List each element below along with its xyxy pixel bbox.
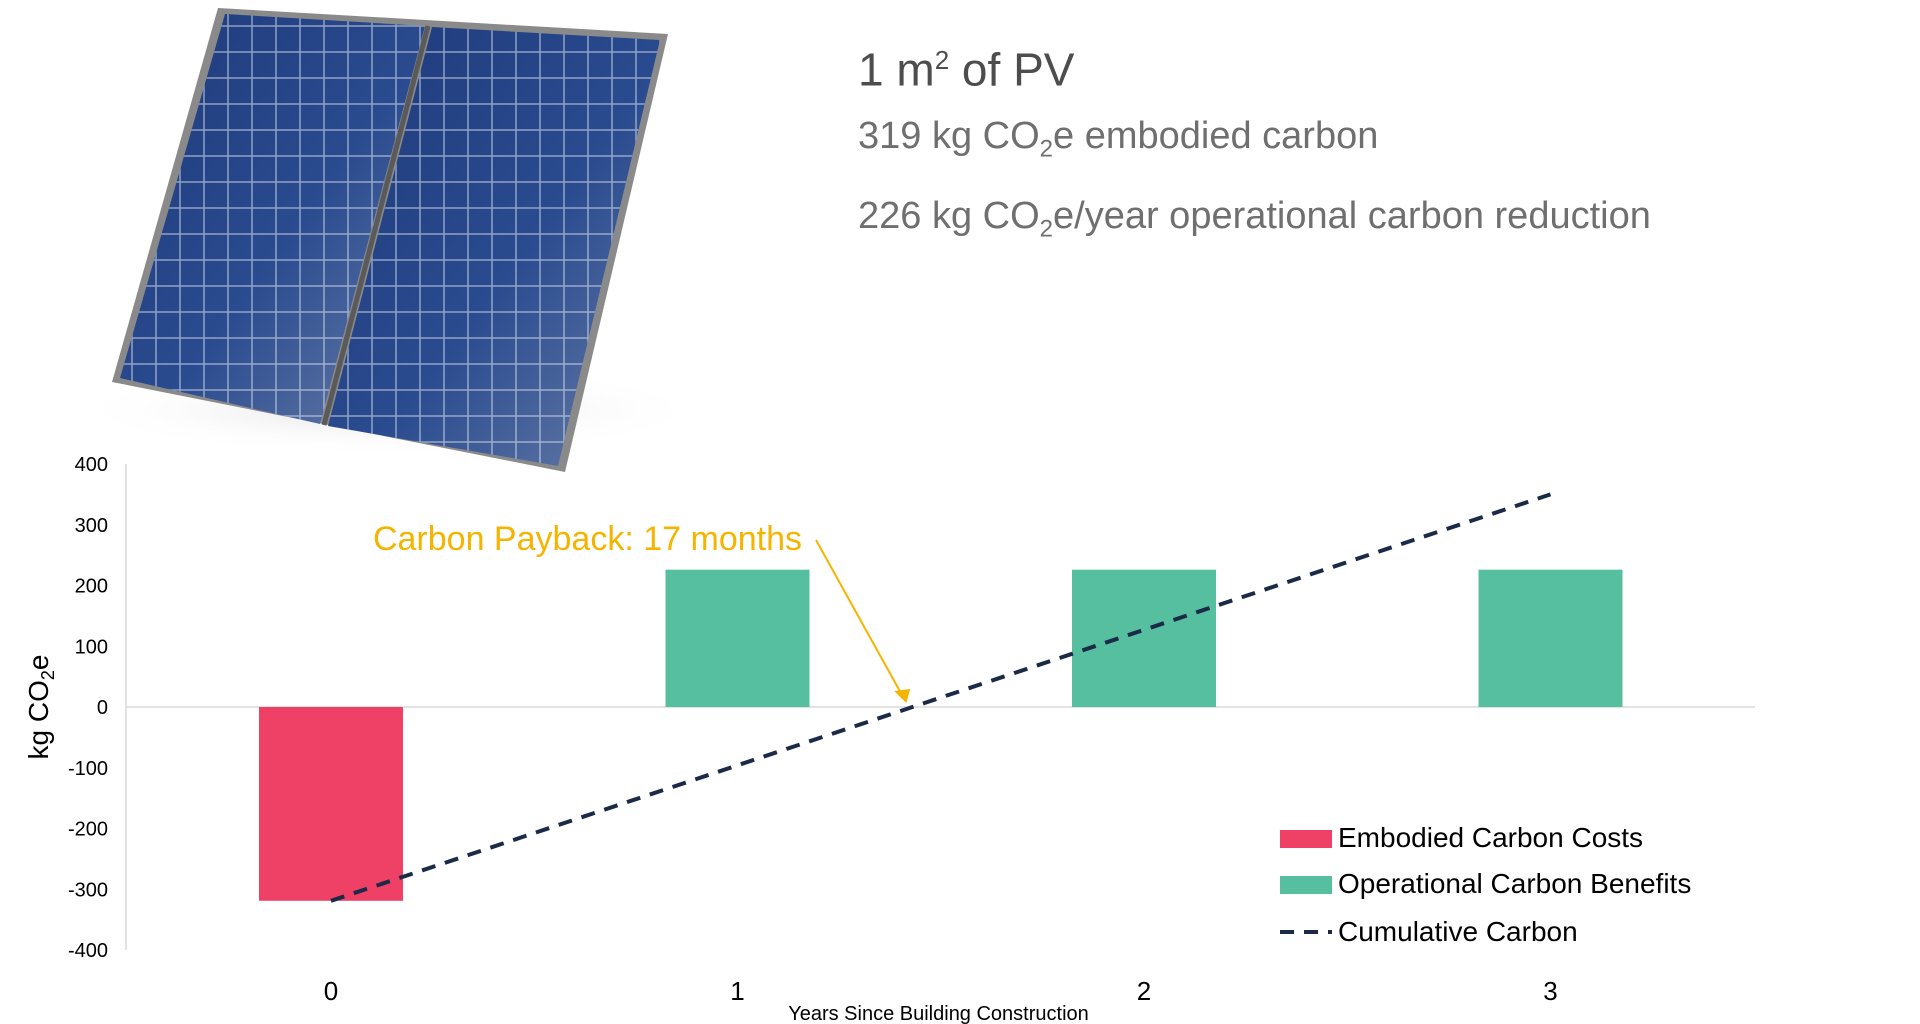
- legend-label-embodied: Embodied Carbon Costs: [1338, 822, 1643, 853]
- embodied-bar: [259, 707, 403, 901]
- operational-bar: [1478, 569, 1623, 707]
- x-tick-label: 2: [1137, 976, 1151, 1006]
- y-tick-label: 0: [97, 697, 108, 719]
- x-tick-label: 0: [324, 976, 338, 1006]
- y-tick-label: 300: [75, 515, 108, 537]
- y-tick-label: -100: [68, 758, 108, 780]
- legend-label-operational: Operational Carbon Benefits: [1338, 868, 1691, 899]
- headline-block: 1 m2 of PV 319 kg CO2e embodied carbon 2…: [858, 30, 1651, 263]
- y-tick-label: -300: [68, 879, 108, 901]
- y-tick-label: -400: [68, 940, 108, 962]
- y-tick-label: 100: [75, 636, 108, 658]
- payback-annotation: Carbon Payback: 17 months: [373, 520, 802, 558]
- y-axis-label: kg CO2e: [23, 655, 58, 760]
- payback-arrow-line: [815, 539, 906, 700]
- x-axis-label: Years Since Building Construction: [788, 1003, 1089, 1024]
- operational-bar: [665, 569, 810, 707]
- y-tick-label: -200: [68, 819, 108, 841]
- x-tick-label: 1: [730, 976, 744, 1006]
- x-tick-label: 3: [1543, 976, 1557, 1006]
- legend-swatch-embodied: [1280, 830, 1332, 848]
- y-tick-label: 200: [75, 576, 108, 598]
- solar-panel-image: [70, 8, 710, 472]
- embodied-carbon-text: 319 kg CO2e embodied carbon: [858, 115, 1379, 163]
- operational-reduction-text: 226 kg CO2e/year operational carbon redu…: [858, 194, 1651, 243]
- y-tick-label: 400: [75, 454, 108, 476]
- legend-label-cumulative: Cumulative Carbon: [1338, 916, 1578, 947]
- legend-swatch-operational: [1280, 876, 1332, 894]
- payback-arrow-head: [894, 689, 911, 703]
- carbon-payback-chart: 400 300 200 100 0 -100 -200 -300 -400 kg CO2e 0 1 2 3…: [23, 454, 1755, 1024]
- operational-bar: [1072, 569, 1216, 707]
- page-title: 1 m2 of PV: [858, 43, 1075, 96]
